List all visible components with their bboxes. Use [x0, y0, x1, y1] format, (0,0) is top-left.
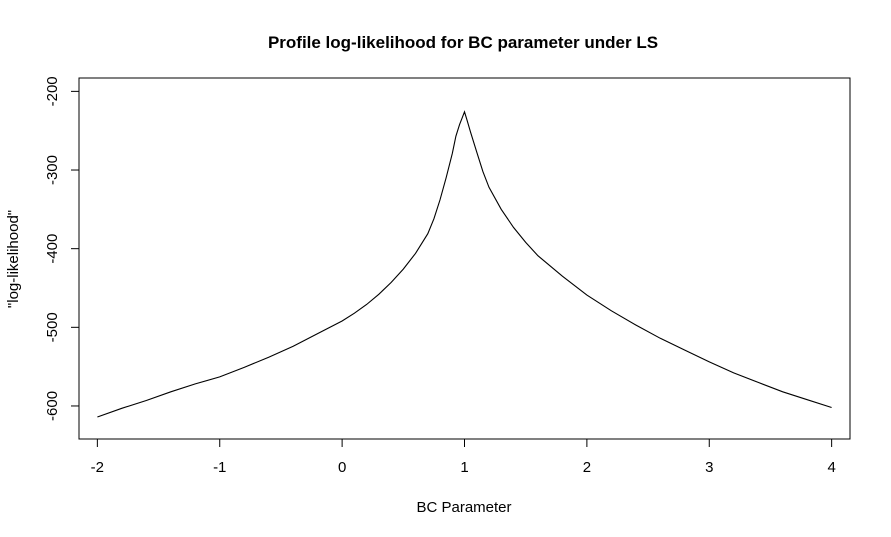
y-tick-label: -500 — [44, 312, 61, 342]
plot-area — [78, 77, 851, 440]
x-tick-label: 3 — [705, 459, 713, 476]
x-axis: -2 -1 0 1 2 3 4 — [91, 438, 836, 476]
x-tick-label: 0 — [338, 459, 346, 476]
x-tick-label: 1 — [460, 459, 468, 476]
x-axis-label: BC Parameter — [416, 499, 511, 516]
y-axis-label: "log-likelihood" — [5, 210, 22, 308]
x-tick-label: 4 — [827, 459, 835, 476]
y-tick-label: -400 — [44, 234, 61, 264]
x-tick-label: 2 — [583, 459, 591, 476]
y-axis: -600 -500 -400 -300 -200 — [44, 76, 80, 421]
log-likelihood-line — [97, 110, 832, 418]
x-tick-label: -1 — [213, 459, 226, 476]
chart-title: Profile log-likelihood for BC parameter … — [268, 33, 658, 52]
y-tick-label: -600 — [44, 391, 61, 421]
y-tick-label: -300 — [44, 155, 61, 185]
y-tick-label: -200 — [44, 76, 61, 106]
x-tick-label: -2 — [91, 459, 104, 476]
